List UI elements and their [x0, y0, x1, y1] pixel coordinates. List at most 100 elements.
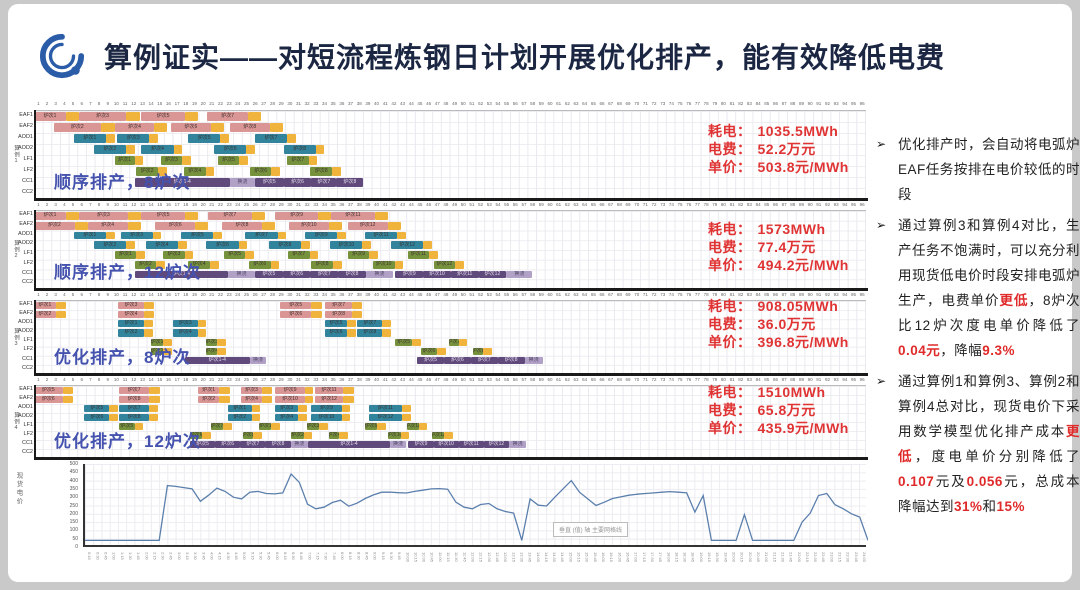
price-y-tick: 0	[75, 544, 78, 550]
case-label: 算例4	[13, 412, 19, 432]
axis-tick: 42	[391, 101, 397, 106]
gantt-bar	[109, 414, 119, 421]
axis-tick: 13	[139, 292, 145, 297]
gantt-panel-case3: 算例3 EAF1 EAF2 AOD1 AOD2 LF1 LF2 CC1 CC2 1 2 3 4 5 6 7 8 9…	[8, 291, 868, 376]
axis-tick: 87	[781, 101, 787, 106]
gantt-bar: 炉次4	[188, 260, 210, 269]
axis-tick: 39	[365, 292, 371, 297]
gantt-bar: 炉次9	[347, 251, 370, 259]
gantt-bar: 炉次8	[311, 260, 333, 269]
axis-tick: 93	[833, 292, 839, 297]
gantt-bar: 炉次5	[141, 212, 185, 220]
price-y-tick: 200	[69, 510, 78, 517]
axis-tick: 23	[226, 101, 232, 106]
gantt-bar	[134, 156, 144, 165]
axis-tick: 75	[677, 101, 683, 106]
price-x-tick: 19:45	[723, 552, 728, 563]
axis-tick: 76	[686, 292, 692, 297]
axis-tick: 14	[148, 377, 154, 382]
price-x-tick: 24:00	[862, 552, 866, 563]
gantt-bar	[315, 145, 325, 154]
price-x-tick: 1:30	[127, 552, 132, 560]
axis-tick: 89	[798, 377, 804, 382]
axis-tick: 26	[252, 101, 258, 106]
axis-tick: 43	[400, 202, 406, 207]
axis-tick: 95	[850, 101, 856, 106]
note-text-segment: 更低	[999, 293, 1029, 308]
gantt-bar: 炉次2	[136, 167, 158, 176]
axis-tick: 69	[625, 377, 631, 382]
price-x-tick: 16:00	[601, 552, 605, 563]
note-text-segment: ，降幅	[940, 343, 983, 358]
axis-tick: 17	[174, 292, 180, 297]
note-text-segment: ，度电单价分别降低了	[914, 449, 1080, 464]
note-text-segment: 15%	[996, 499, 1026, 514]
axis-tick: 26	[252, 292, 258, 297]
gantt-bar: 炉次1-4	[307, 441, 391, 448]
price-x-tick: 2:45	[168, 552, 173, 560]
price-x-tick: 23:15	[837, 552, 842, 563]
price-x-tick: 12:45	[494, 552, 499, 563]
axis-tick: 96	[859, 202, 865, 207]
gantt-bar	[443, 432, 453, 439]
price-x-tick: 16:15	[609, 552, 614, 563]
axis-tick: 38	[356, 377, 362, 382]
axis-tick: 17	[174, 377, 180, 382]
axis-tick: 86	[772, 377, 778, 382]
gantt-bar: 炉次12	[483, 441, 509, 448]
axis-tick: 7	[89, 101, 92, 106]
gantt-bar: 炉次3	[117, 134, 150, 143]
axis-tick: 75	[677, 377, 683, 382]
note-text-segment: 元，总成本降幅达到	[898, 474, 1080, 514]
axis-tick: 47	[434, 292, 440, 297]
price-x-tick: 10:00	[405, 552, 410, 563]
axis-tick: 46	[426, 101, 432, 106]
gantt-bar: 炉次8	[118, 396, 150, 403]
axis-tick: 10	[113, 202, 119, 207]
gantt-bar: 炉次2	[93, 241, 126, 249]
axis-tick: 66	[599, 377, 605, 382]
price-y-tick: 50	[72, 535, 78, 542]
axis-tick: 71	[642, 292, 648, 297]
gantt-bar: 炉次4	[141, 145, 174, 154]
stat-value: 77.4万元	[757, 239, 816, 255]
gantt-bar	[74, 221, 88, 230]
gantt-bar	[197, 329, 207, 337]
axis-tick: 61	[556, 292, 562, 297]
gantt-bar	[245, 251, 255, 259]
axis-tick: 62	[564, 377, 570, 382]
gantt-bar: 炉次1	[114, 156, 135, 165]
axis-tick: 48	[443, 292, 449, 297]
gantt-bar: 炉次3	[241, 387, 262, 394]
machine-label: EAF2	[19, 220, 33, 227]
axis-tick: 50	[460, 377, 466, 382]
axis-tick: 74	[668, 101, 674, 106]
stat-label: 电费：	[708, 402, 752, 418]
gantt-bar: 炉次9	[395, 270, 424, 279]
axis-tick: 34	[322, 202, 328, 207]
machine-label: EAF1	[19, 300, 33, 307]
gantt-bar	[352, 311, 363, 319]
axis-tick: 55	[504, 202, 510, 207]
axis-tick: 74	[668, 202, 674, 207]
axis-tick: 51	[469, 377, 475, 382]
gantt-bar: 换浇	[290, 441, 308, 448]
machine-label: AOD1	[18, 230, 33, 237]
stat-row: 单价： 396.8元/MWh	[708, 333, 849, 351]
gantt-bar	[298, 405, 307, 412]
axis-tick: 53	[486, 101, 492, 106]
axis-tick: 16	[165, 101, 171, 106]
axis-tick: 67	[608, 292, 614, 297]
gantt-bar: 炉次11	[368, 405, 403, 412]
gantt-bar	[209, 260, 219, 269]
axis-tick: 92	[824, 377, 830, 382]
stat-row: 耗电： 908.05MWh	[708, 297, 849, 315]
axis-tick: 58	[530, 292, 536, 297]
price-x-tick: 0:45	[103, 552, 108, 560]
axis-tick: 19	[191, 101, 197, 106]
axis-tick: 60	[547, 377, 553, 382]
axis-tick: 22	[217, 101, 223, 106]
axis-tick: 88	[790, 101, 796, 106]
gantt-bar	[482, 347, 492, 355]
axis-tick: 63	[573, 101, 579, 106]
